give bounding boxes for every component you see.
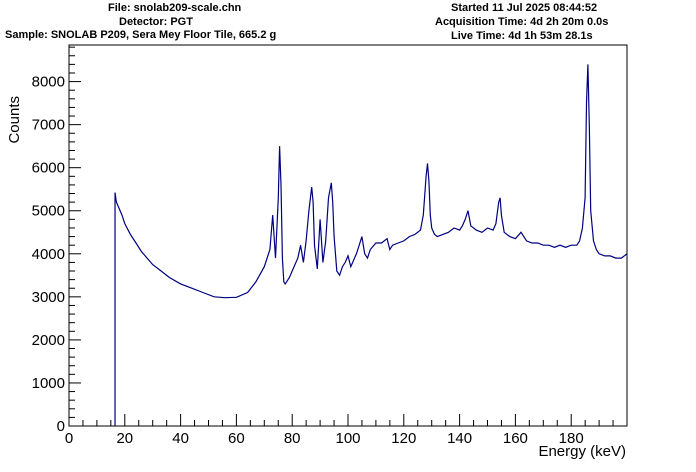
- x-tick-label: 100: [335, 430, 360, 447]
- y-tick-label: 8000: [32, 74, 65, 91]
- x-tick-label: 180: [559, 430, 584, 447]
- sample-label: Sample: SNOLAB P209, Sera Mey Floor Tile…: [5, 29, 277, 41]
- x-tick-label: 140: [447, 430, 472, 447]
- y-tick-label: 2000: [32, 332, 65, 349]
- acquisition-time-label: Acquisition Time: 4d 2h 20m 0.0s: [435, 16, 609, 28]
- detector-label: Detector: PGT: [119, 16, 193, 28]
- axis-ticks: [68, 46, 628, 427]
- start-time-label: Started 11 Jul 2025 08:44:52: [451, 2, 598, 14]
- y-tick-label: 6000: [32, 160, 65, 177]
- y-tick-label: 4000: [32, 246, 65, 263]
- y-axis-title: Counts: [6, 96, 23, 144]
- x-tick-label: 20: [116, 430, 133, 447]
- file-label: File: snolab209-scale.chn: [108, 2, 242, 14]
- y-tick-label: 1000: [32, 375, 65, 392]
- plot-frame: [68, 44, 628, 427]
- y-tick-label: 5000: [32, 203, 65, 220]
- tick-labels: 0 20 40 60 80 100 120 140 160 180 0 1000 2000 3000 400…: [32, 74, 584, 447]
- x-tick-label: 60: [228, 430, 245, 447]
- x-tick-label: 40: [172, 430, 189, 447]
- x-axis-title: Energy (keV): [538, 443, 626, 460]
- y-tick-label: 0: [57, 418, 65, 435]
- y-tick-label: 7000: [32, 117, 65, 134]
- x-tick-label: 80: [284, 430, 301, 447]
- x-tick-label: 0: [65, 430, 73, 447]
- x-tick-label: 160: [503, 430, 528, 447]
- live-time-label: Live Time: 4d 1h 53m 28.1s: [451, 30, 593, 42]
- spectrum-series-line: [114, 64, 628, 299]
- x-tick-label: 120: [391, 430, 416, 447]
- y-tick-label: 3000: [32, 289, 65, 306]
